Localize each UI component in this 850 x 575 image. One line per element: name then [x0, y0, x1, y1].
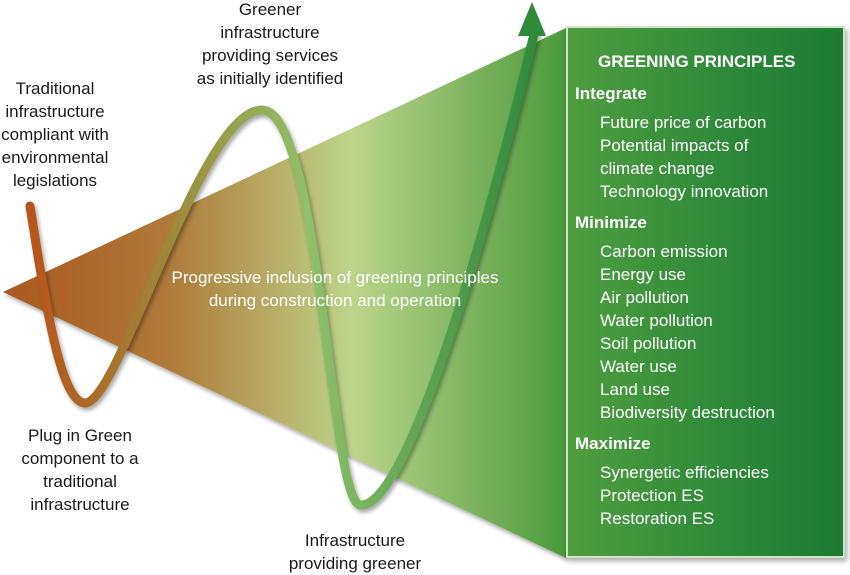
progression-curve — [25, 25, 540, 510]
list-item: Future price of carbon — [600, 113, 767, 132]
list-item: Protection ES — [600, 486, 704, 505]
list-item: Energy use — [600, 265, 686, 284]
group-title-integrate: Integrate — [575, 84, 647, 103]
panel-title: GREENING PRINCIPLES — [598, 52, 796, 71]
greening-principles-panel: GREENING PRINCIPLES Integrate Future pri… — [566, 26, 845, 558]
list-item: Land use — [600, 380, 670, 399]
label-infrastructure-greener: Infrastructure providing greener — [288, 531, 422, 573]
list-item: Carbon emission — [600, 242, 728, 261]
group-title-minimize: Minimize — [575, 213, 647, 232]
arrow-head-icon — [518, 2, 546, 36]
list-item: Air pollution — [600, 288, 689, 307]
label-plug-in-green: Plug in Green component to a traditional… — [21, 426, 139, 514]
list-item: Technology innovation — [600, 182, 769, 201]
group-title-maximize: Maximize — [575, 434, 651, 453]
list-item: Water use — [600, 357, 677, 376]
label-greener-infrastructure: Greener infrastructure providing service… — [196, 0, 344, 88]
progression-triangle — [3, 28, 566, 558]
list-item: Potential impacts of — [600, 136, 749, 155]
list-item: Water pollution — [600, 311, 713, 330]
list-item: Synergetic efficiencies — [600, 463, 769, 482]
list-item: Biodiversity destruction — [600, 403, 775, 422]
label-traditional-infrastructure: Traditional infrastructure compliant wit… — [1, 79, 109, 190]
list-item: climate change — [600, 159, 715, 178]
list-item: Soil pollution — [600, 334, 697, 353]
progression-caption: Progressive inclusion of greening princi… — [171, 268, 499, 310]
list-item: Restoration ES — [600, 509, 715, 528]
